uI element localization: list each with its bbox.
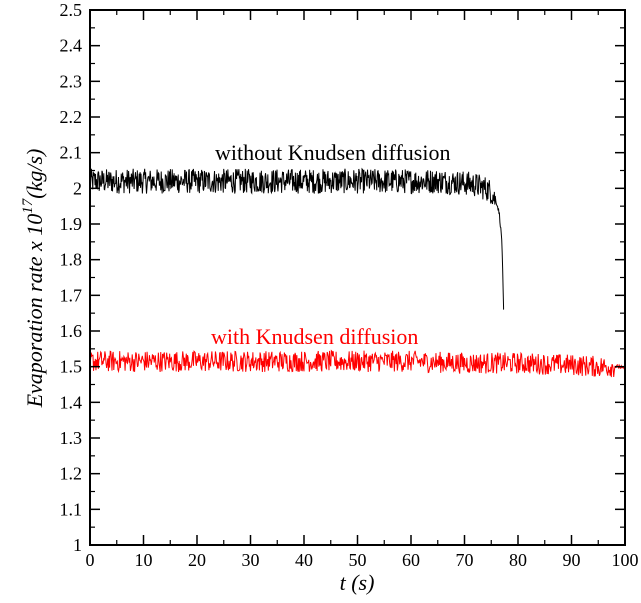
y-tick-label: 1.8	[60, 250, 83, 270]
x-tick-label: 0	[86, 550, 95, 570]
y-tick-label: 1.3	[60, 428, 83, 448]
x-tick-label: 70	[456, 550, 474, 570]
y-axis-title-main: Evaporation rate x 10	[22, 214, 47, 409]
x-tick-label: 50	[349, 550, 367, 570]
x-tick-label: 100	[612, 550, 639, 570]
plot-frame	[89, 9, 626, 546]
series-line-0	[89, 167, 505, 310]
x-tick-label: 20	[188, 550, 206, 570]
y-tick-label: 2.3	[60, 71, 83, 91]
y-tick-label: 1.4	[60, 392, 83, 412]
x-axis-title: t (s)	[340, 570, 375, 595]
y-tick-label: 2.2	[60, 107, 83, 127]
y-axis-title-exponent: 17	[20, 197, 36, 214]
y-tick-label: 2.1	[60, 143, 83, 163]
y-tick-label: 1.6	[60, 321, 83, 341]
y-tick-label: 2	[73, 178, 82, 198]
y-tick-label: 1.7	[60, 285, 83, 305]
y-tick-label: 1.9	[60, 214, 83, 234]
ticks-layer	[89, 9, 626, 546]
annotation-without-knudsen: without Knudsen diffusion	[215, 140, 450, 165]
x-tick-label: 80	[509, 550, 527, 570]
y-tick-label: 1	[73, 535, 82, 555]
y-axis-title-unit: (kg/s)	[22, 149, 47, 199]
labels-layer: 0 10 20 30 40 50 60 70 80 90 100 1 1.1 1.2 1.3 1.4 1.5 1.…	[60, 0, 639, 570]
series-line-1	[89, 349, 626, 378]
y-tick-label: 1.1	[60, 499, 83, 519]
y-tick-label: 1.2	[60, 464, 83, 484]
y-tick-label: 2.5	[60, 0, 83, 20]
series-layer	[89, 167, 626, 378]
x-tick-label: 90	[563, 550, 581, 570]
x-tick-label: 60	[402, 550, 420, 570]
x-tick-label: 40	[295, 550, 313, 570]
y-tick-label: 2.4	[60, 36, 83, 56]
x-tick-label: 30	[242, 550, 260, 570]
y-axis-title: Evaporation rate x 1017(kg/s)	[20, 149, 47, 409]
annotation-with-knudsen: with Knudsen diffusion	[211, 324, 418, 349]
x-tick-label: 10	[135, 550, 153, 570]
y-tick-label: 1.5	[60, 357, 83, 377]
